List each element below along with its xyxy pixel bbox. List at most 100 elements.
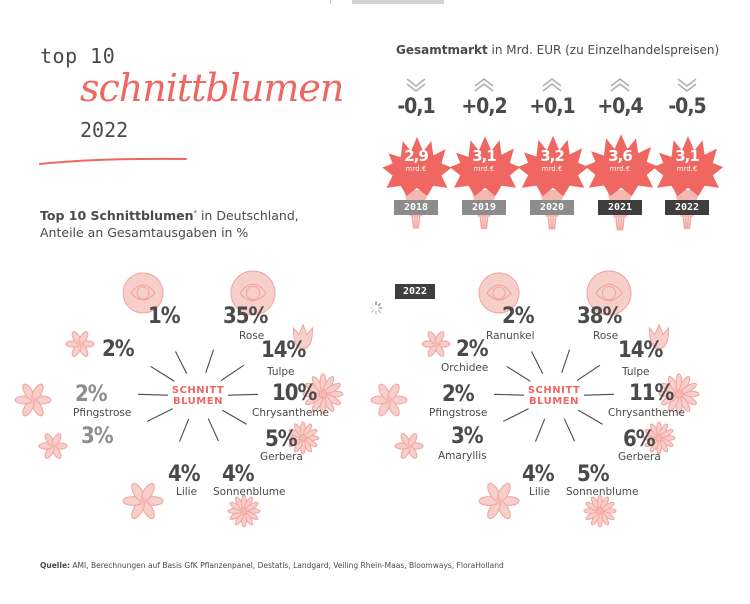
flower-name-sonnenblume: Sonnenblume: [213, 486, 286, 498]
radial-spoke: [178, 418, 190, 442]
subtitle-rest-1: in Deutschland,: [196, 208, 299, 224]
radial-spoke: [175, 351, 188, 374]
radial-spoke: [561, 349, 571, 373]
market-change-value: +0,4: [597, 94, 643, 118]
flower-illustration-gerbera: [642, 421, 676, 455]
market-value-2022: 3,1: [675, 147, 700, 165]
chevron-down-icon: [406, 78, 426, 92]
market-change-2022: -0,5: [655, 78, 719, 118]
share-value-item-9: 2%: [102, 337, 135, 362]
source-text: AMI, Berechnungen auf Basis GfK Pflanzen…: [70, 561, 504, 570]
flower-name-chrysantheme: Chrysantheme: [252, 407, 329, 419]
market-change-2021: +0,4: [588, 78, 652, 118]
radial-spoke: [534, 418, 546, 442]
flower-name-gerbera: Gerbera: [618, 451, 661, 463]
center-label: SCHNITT BLUMEN: [158, 385, 238, 407]
radial-subtitle: Top 10 Schnittblumen* in Deutschland, An…: [40, 205, 320, 241]
market-value-2021: 3,6: [608, 147, 633, 165]
flower-illustration-rose: [586, 270, 632, 316]
flower-name-ranunkel: Ranunkel: [486, 330, 535, 342]
share-value-tulpe: 14%: [618, 338, 663, 363]
flower-illustration-lilie: [122, 482, 164, 520]
market-year-label-2019: 2019: [462, 200, 506, 215]
market-change-value: -0,1: [397, 94, 435, 118]
flower-illustration-gerbera: [286, 421, 320, 455]
source-label: Quelle:: [40, 561, 71, 570]
flower-illustration-pfingstrose: [14, 383, 52, 417]
share-value-tulpe: 14%: [261, 338, 306, 363]
share-value-gerbera: 5%: [265, 427, 298, 452]
market-change-value: -0,5: [668, 94, 706, 118]
market-year-label-2021: 2021: [598, 200, 642, 215]
loading-spinner-icon: [369, 301, 383, 315]
flower-illustration-tulpe: [648, 323, 670, 350]
flower-name-pfingstrose: Pfingstrose: [429, 407, 488, 419]
share-value-item-7: 3%: [81, 424, 114, 449]
chevron-up-icon: [542, 78, 562, 92]
market-unit-label: mrd.€: [405, 165, 427, 173]
flower-illustration-sonnenblume: [583, 494, 617, 528]
flower-name-orchidee: Orchidee: [441, 362, 489, 374]
share-value-chrysantheme: 10%: [272, 381, 317, 406]
market-unit-label: mrd.€: [609, 165, 631, 173]
market-change-value: +0,2: [461, 94, 507, 118]
title-brush-underline: [39, 157, 187, 165]
market-change-2020: +0,1: [520, 78, 584, 118]
radial-spoke: [150, 365, 175, 382]
market-unit-label: mrd.€: [541, 165, 563, 173]
share-value-gerbera: 6%: [623, 427, 656, 452]
share-value-amaryllis: 3%: [451, 424, 484, 449]
flower-name-tulpe: Tulpe: [622, 366, 650, 378]
market-title: Gesamtmarkt in Mrd. EUR (zu Einzelhandel…: [396, 43, 719, 57]
radial-spoke: [502, 408, 529, 422]
flower-illustration-item-7: [38, 433, 68, 459]
radial-spoke: [207, 418, 220, 442]
share-value-ranunkel: 2%: [502, 304, 535, 329]
flower-illustration-sonnenblume: [227, 494, 261, 528]
year-badge-2022: 2022: [395, 284, 435, 299]
center-label-line-1: SCHNITT: [171, 385, 225, 396]
flower-name-chrysantheme: Chrysantheme: [608, 407, 685, 419]
radial-spoke: [563, 418, 576, 442]
source-note: Quelle: AMI, Berechnungen auf Basis GfK …: [40, 561, 504, 570]
flower-illustration-lilie: [478, 482, 520, 520]
center-label-line-1: SCHNITT: [527, 385, 581, 396]
top-strip-tab[interactable]: [352, 0, 444, 4]
share-value-lilie: 4%: [522, 462, 555, 487]
share-value-lilie: 4%: [168, 462, 201, 487]
flower-name-sonnenblume: Sonnenblume: [566, 486, 639, 498]
flower-illustration-pfingstrose: [370, 383, 408, 417]
flower-illustration-item-9: [65, 331, 95, 357]
flower-name-gerbera: Gerbera: [260, 451, 303, 463]
share-value-pfingstrose: 2%: [75, 382, 108, 407]
chevron-down-icon: [677, 78, 697, 92]
center-label-line-2: BLUMEN: [173, 396, 223, 407]
radial-spoke: [583, 393, 614, 396]
flower-illustration-tulpe: [292, 323, 314, 350]
flower-illustration-orchidee: [421, 331, 451, 357]
radial-spoke: [577, 409, 603, 425]
share-value-chrysantheme: 11%: [629, 381, 674, 406]
radial-spoke: [494, 393, 525, 396]
chevron-up-icon: [610, 78, 630, 92]
share-value-pfingstrose: 2%: [442, 382, 475, 407]
chevron-up-icon: [474, 78, 494, 92]
top-strip-divider: [330, 0, 331, 4]
market-year-label-2018: 2018: [394, 200, 438, 215]
flower-illustration-rose: [230, 270, 276, 316]
market-unit-label: mrd.€: [676, 165, 698, 173]
flower-illustration-chrysantheme: [302, 373, 344, 415]
market-year-label-2020: 2020: [530, 200, 574, 215]
radial-spoke: [576, 364, 601, 382]
flower-name-lilie: Lilie: [176, 486, 198, 498]
market-unit-label: mrd.€: [473, 165, 495, 173]
market-change-value: +0,1: [529, 94, 575, 118]
center-label: SCHNITT BLUMEN: [514, 385, 594, 407]
market-change-2019: +0,2: [452, 78, 516, 118]
market-title-rest: in Mrd. EUR (zu Einzelhandelspreisen): [487, 43, 720, 57]
radial-spoke: [227, 393, 258, 396]
market-value-2018: 2,9: [404, 147, 429, 165]
share-value-sonnenblume: 5%: [577, 462, 610, 487]
